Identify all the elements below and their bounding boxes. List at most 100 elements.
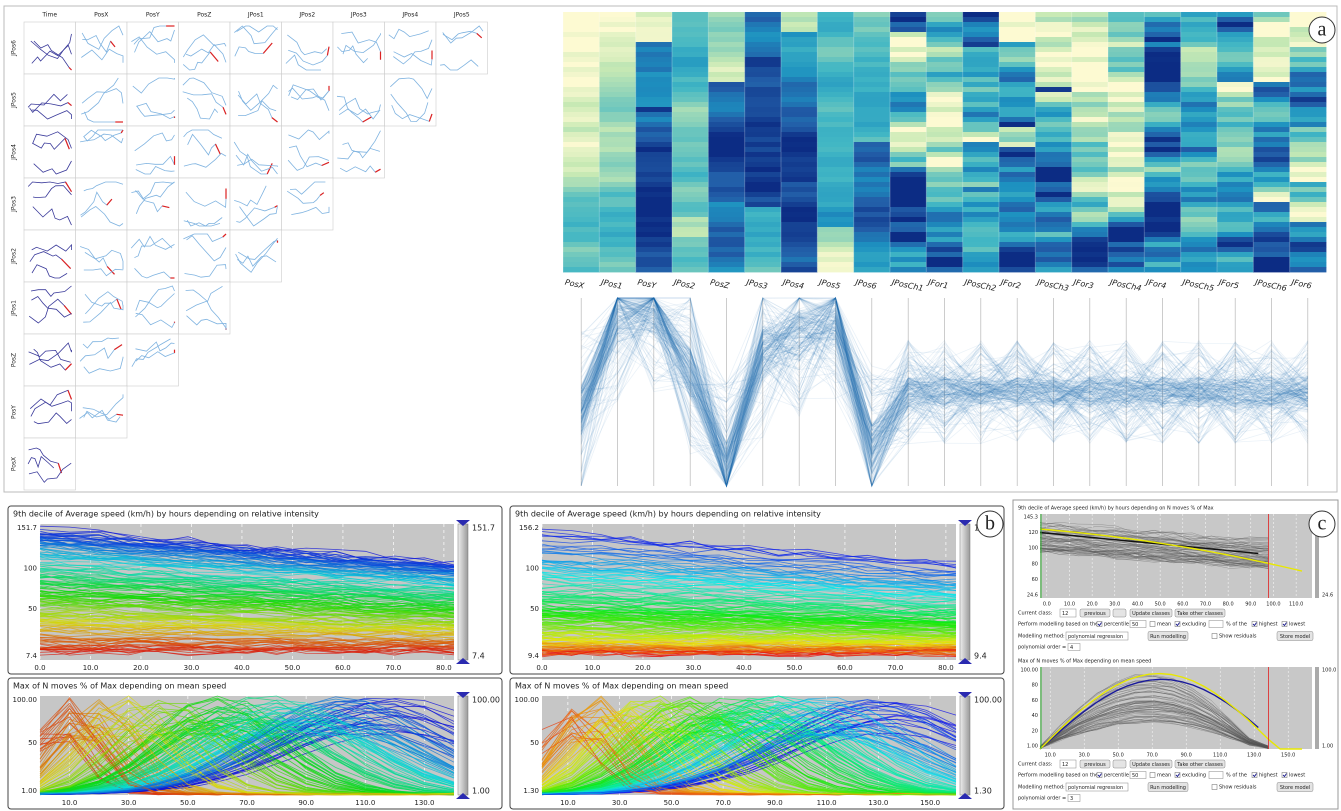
- heatmap-cell: [890, 72, 927, 77]
- heatmap-cell: [745, 237, 782, 242]
- heatmap-cell: [708, 87, 745, 92]
- heatmap-cell: [1035, 22, 1072, 27]
- heatmap-cell: [1290, 57, 1327, 62]
- heatmap-cell: [672, 217, 709, 222]
- heatmap-cell: [999, 97, 1036, 102]
- heatmap-cell: [1144, 12, 1181, 17]
- heatmap-cell: [563, 212, 600, 217]
- heatmap-cell: [1290, 62, 1327, 67]
- heatmap-cell: [599, 37, 636, 42]
- checkbox[interactable]: [1212, 785, 1217, 790]
- button-text: previous: [1084, 611, 1106, 617]
- heatmap-cell: [1108, 37, 1145, 42]
- heatmap-cell: [817, 197, 854, 202]
- heatmap-cell: [963, 202, 1000, 207]
- heatmap-cell: [1035, 232, 1072, 237]
- heatmap-cell: [1290, 257, 1327, 262]
- x-tick-label: 80.0: [436, 664, 452, 672]
- range-slider[interactable]: [458, 524, 468, 660]
- heatmap-cell: [1108, 82, 1145, 87]
- heatmap-cell: [854, 167, 891, 172]
- heatmap-cell: [1072, 52, 1109, 57]
- heatmap-cell: [854, 137, 891, 142]
- y-tick-label: 100.00: [13, 696, 38, 704]
- checkbox[interactable]: [1212, 634, 1217, 639]
- heatmap-cell: [854, 132, 891, 137]
- button[interactable]: [1113, 760, 1126, 768]
- heatmap-cell: [1072, 257, 1109, 262]
- input[interactable]: [1209, 621, 1223, 628]
- heatmap-cell: [636, 207, 673, 212]
- heatmap-cell: [781, 67, 818, 72]
- heatmap-cell: [1253, 27, 1290, 32]
- heatmap-cell: [781, 87, 818, 92]
- heatmap-cell: [926, 112, 963, 117]
- heatmap-cell: [1035, 147, 1072, 152]
- heatmap-cell: [1035, 252, 1072, 257]
- heatmap-cell: [817, 37, 854, 42]
- checkbox[interactable]: [1150, 773, 1155, 778]
- heatmap-cell: [781, 52, 818, 57]
- heatmap-cell: [1144, 217, 1181, 222]
- heatmap-cell: [1217, 102, 1254, 107]
- x-tick-label: 30.0: [612, 799, 628, 807]
- range-slider[interactable]: [1315, 667, 1319, 749]
- label: percentile: [1104, 773, 1129, 779]
- heatmap-cell: [1181, 247, 1218, 252]
- input[interactable]: [1209, 772, 1223, 779]
- heatmap-cell: [890, 157, 927, 162]
- matrix-cell: [76, 178, 128, 230]
- matrix-row-label: JPos5: [11, 92, 18, 109]
- heatmap-cell: [817, 202, 854, 207]
- matrix-cell: [282, 22, 334, 74]
- heatmap-cell: [1035, 187, 1072, 192]
- heatmap-cell: [708, 17, 745, 22]
- heatmap-cell: [636, 122, 673, 127]
- heatmap-cell: [1072, 207, 1109, 212]
- y-tick-label: 24.6: [1027, 593, 1038, 599]
- x-tick-label: 130.0: [1247, 753, 1261, 759]
- heatmap-cell: [636, 222, 673, 227]
- heatmap-cell: [1253, 17, 1290, 22]
- heatmap-cell: [672, 237, 709, 242]
- matrix-row-label: JPos6: [11, 40, 18, 57]
- button[interactable]: [1113, 609, 1126, 617]
- range-slider[interactable]: [960, 524, 970, 660]
- heatmap-cell: [599, 227, 636, 232]
- heatmap-cell: [1290, 222, 1327, 227]
- heatmap-cell: [854, 257, 891, 262]
- label: excluding: [1182, 622, 1206, 628]
- heatmap-column-label: JPos3: [744, 277, 769, 291]
- heatmap-cell: [999, 82, 1036, 87]
- heatmap-cell: [926, 132, 963, 137]
- heatmap-cell: [890, 202, 927, 207]
- heatmap-cell: [890, 137, 927, 142]
- heatmap-cell: [1290, 87, 1327, 92]
- heatmap-cell: [1035, 122, 1072, 127]
- heatmap-cell: [999, 27, 1036, 32]
- heatmap-cell: [599, 197, 636, 202]
- heatmap-cell: [1290, 132, 1327, 137]
- x-tick-label: 20.0: [133, 664, 149, 672]
- heatmap-cell: [999, 117, 1036, 122]
- checkbox[interactable]: [1150, 622, 1155, 627]
- heatmap-cell: [745, 102, 782, 107]
- heatmap-cell: [1144, 137, 1181, 142]
- heatmap-cell: [708, 62, 745, 67]
- heatmap-cell: [1035, 262, 1072, 267]
- heatmap-cell: [926, 17, 963, 22]
- heatmap-cell: [708, 172, 745, 177]
- heatmap-cell: [1181, 52, 1218, 57]
- heatmap-cell: [999, 77, 1036, 82]
- heatmap-cell: [1253, 177, 1290, 182]
- heatmap-cell: [926, 37, 963, 42]
- heatmap-cell: [1108, 117, 1145, 122]
- heatmap-cell: [817, 247, 854, 252]
- heatmap-cell: [745, 17, 782, 22]
- heatmap-cell: [963, 102, 1000, 107]
- heatmap-cell: [1108, 242, 1145, 247]
- heatmap-cell: [1181, 152, 1218, 157]
- heatmap-cell: [1035, 27, 1072, 32]
- range-slider[interactable]: [960, 696, 970, 795]
- range-slider[interactable]: [458, 696, 468, 795]
